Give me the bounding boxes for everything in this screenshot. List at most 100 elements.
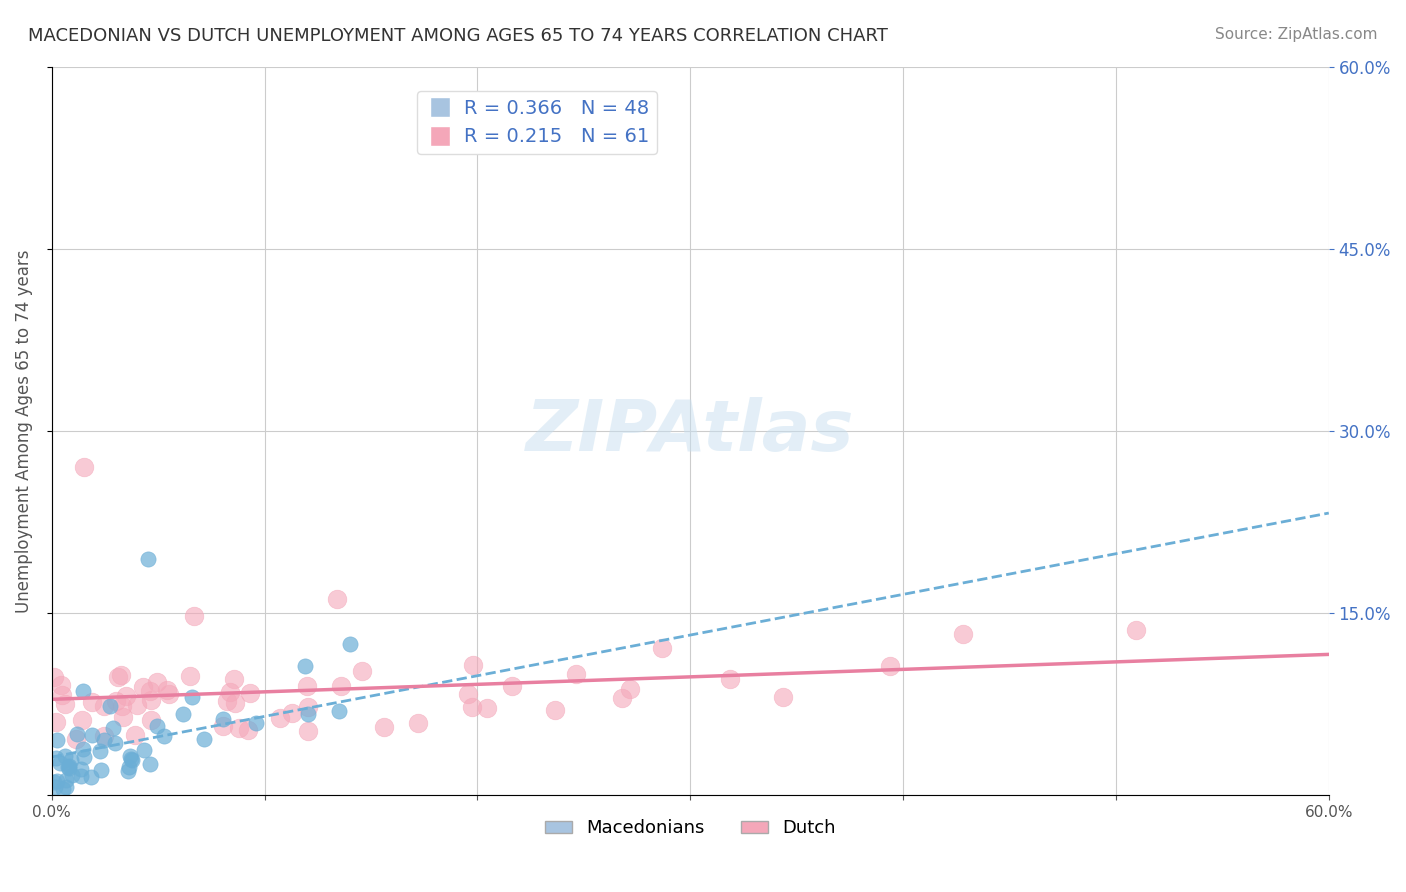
Point: [373, 720, 395, 734]
Point: [72, 742, 94, 756]
Point: [501, 679, 523, 693]
Point: [72, 749, 94, 764]
Point: [141, 693, 163, 707]
Point: [329, 679, 352, 693]
Point: [463, 657, 485, 672]
Point: [718, 672, 741, 686]
Point: [294, 658, 316, 673]
Point: [42, 775, 65, 789]
Point: [457, 688, 479, 702]
Point: [138, 684, 160, 698]
Point: [193, 732, 215, 747]
Point: [110, 667, 132, 681]
Point: [139, 713, 162, 727]
Point: [181, 690, 204, 705]
Point: [245, 716, 267, 731]
Point: [651, 640, 673, 655]
Point: [79, 770, 101, 784]
Point: [98, 699, 121, 714]
Text: Source: ZipAtlas.com: Source: ZipAtlas.com: [1215, 27, 1378, 42]
Point: [146, 675, 169, 690]
Point: [73, 460, 96, 475]
Point: [224, 696, 246, 710]
Point: [120, 752, 142, 766]
Point: [42, 670, 65, 684]
Point: [59, 753, 82, 767]
Point: [80, 695, 103, 709]
Point: [93, 729, 115, 743]
Point: [879, 659, 901, 673]
Point: [224, 672, 246, 686]
Point: [132, 680, 155, 694]
Point: [107, 670, 129, 684]
Point: [93, 733, 115, 747]
Point: [139, 756, 162, 771]
Point: [156, 682, 179, 697]
Point: [70, 769, 93, 783]
Point: [1125, 624, 1147, 638]
Point: [70, 763, 93, 777]
Text: ZIPAtlas: ZIPAtlas: [526, 397, 855, 466]
Point: [297, 700, 319, 714]
Point: [172, 706, 194, 721]
Point: [475, 701, 498, 715]
Point: [104, 736, 127, 750]
Point: [297, 679, 319, 693]
Point: [212, 712, 235, 726]
Point: [118, 748, 141, 763]
Point: [111, 710, 134, 724]
Point: [104, 694, 127, 708]
Point: [217, 694, 239, 708]
Y-axis label: Unemployment Among Ages 65 to 74 years: Unemployment Among Ages 65 to 74 years: [15, 249, 32, 613]
Point: [328, 704, 350, 718]
Point: [60, 768, 83, 782]
Point: [52, 781, 75, 796]
Point: [610, 690, 633, 705]
Point: [212, 719, 235, 733]
Point: [56, 760, 79, 774]
Point: [153, 729, 176, 743]
Point: [45, 714, 67, 729]
Point: [269, 711, 291, 725]
Point: [53, 697, 76, 711]
Point: [118, 759, 141, 773]
Point: [406, 715, 429, 730]
Point: [90, 763, 112, 777]
Point: [46, 773, 69, 788]
Point: [134, 742, 156, 756]
Point: [219, 684, 242, 698]
Point: [80, 728, 103, 742]
Point: [93, 699, 115, 714]
Point: [45, 750, 67, 764]
Point: [89, 744, 111, 758]
Point: [58, 761, 80, 775]
Point: [65, 732, 87, 747]
Point: [544, 703, 567, 717]
Point: [55, 773, 77, 788]
Point: [772, 690, 794, 704]
Point: [339, 637, 361, 651]
Point: [228, 722, 250, 736]
Text: MACEDONIAN VS DUTCH UNEMPLOYMENT AMONG AGES 65 TO 74 YEARS CORRELATION CHART: MACEDONIAN VS DUTCH UNEMPLOYMENT AMONG A…: [28, 27, 889, 45]
Point: [136, 551, 159, 566]
Point: [66, 727, 89, 741]
Point: [117, 764, 139, 778]
Point: [297, 724, 319, 739]
Point: [45, 733, 67, 747]
Point: [55, 780, 77, 794]
Point: [44, 780, 66, 794]
Point: [121, 753, 143, 767]
Point: [70, 713, 93, 727]
Point: [49, 756, 72, 770]
Point: [51, 689, 73, 703]
Point: [72, 684, 94, 698]
Legend: Macedonians, Dutch: Macedonians, Dutch: [537, 813, 844, 845]
Point: [325, 591, 347, 606]
Point: [239, 686, 262, 700]
Point: [297, 706, 319, 721]
Point: [127, 698, 149, 712]
Point: [179, 669, 201, 683]
Point: [114, 690, 136, 704]
Point: [461, 700, 484, 714]
Point: [350, 664, 373, 678]
